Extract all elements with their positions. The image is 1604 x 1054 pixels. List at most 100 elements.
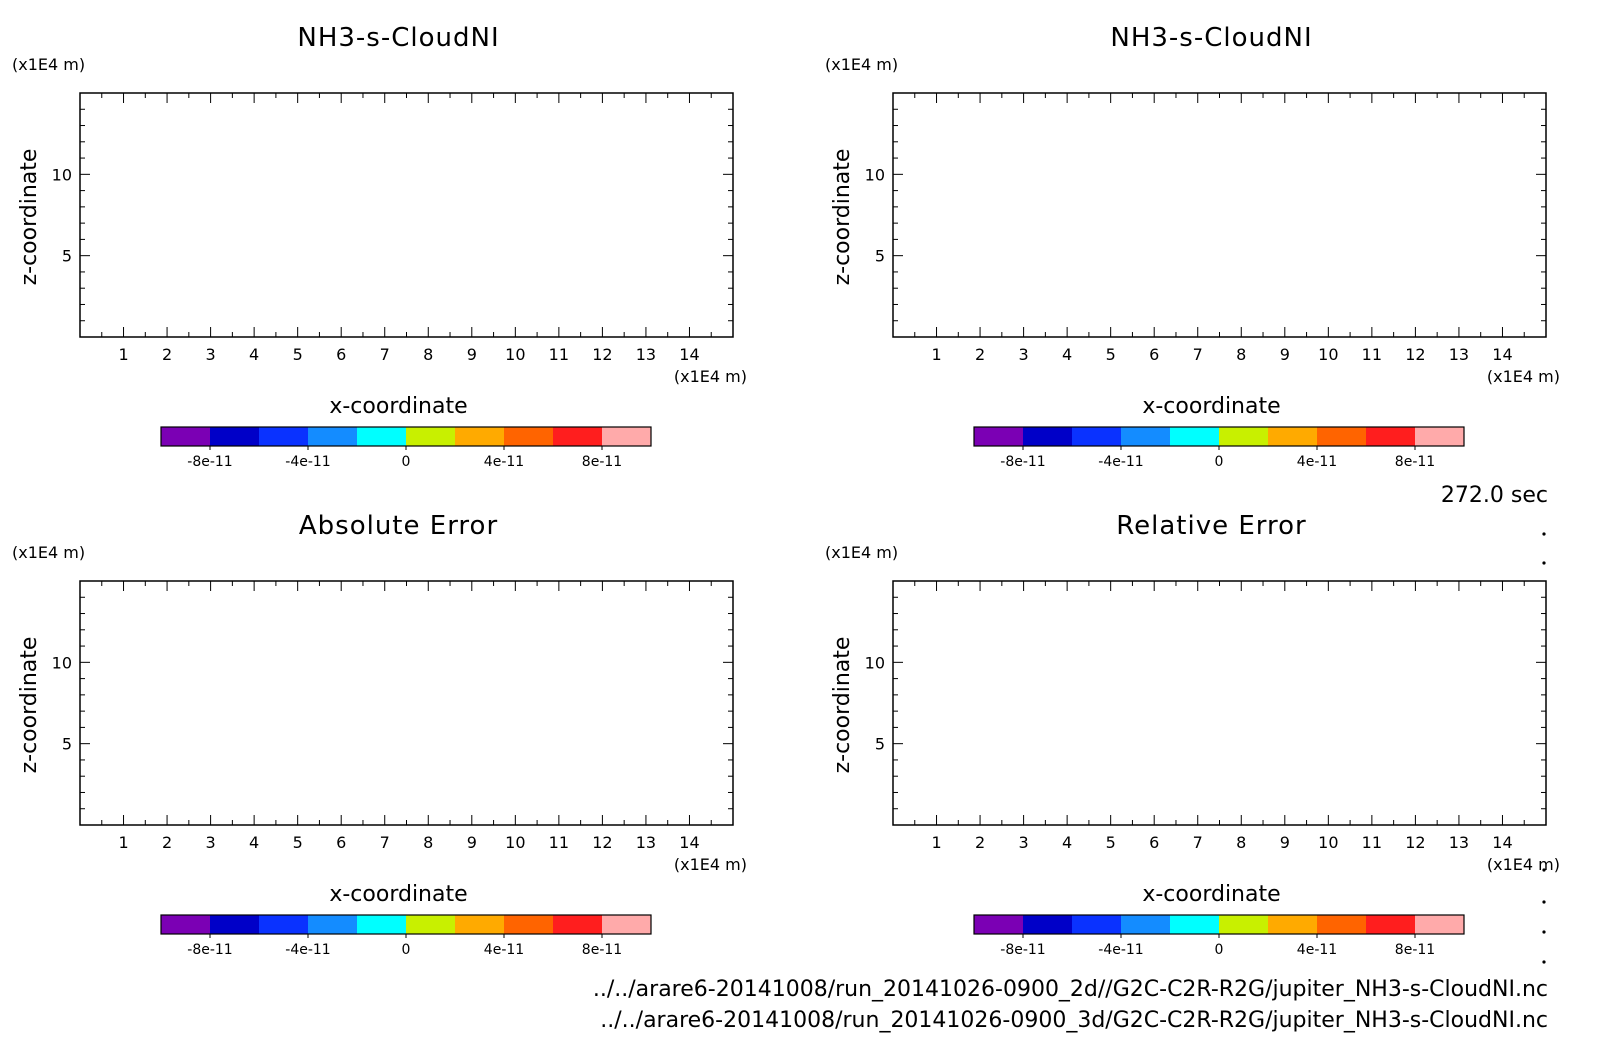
panel-1: NH3-s-CloudNI(x1E4 m)1 2 3 4 5 6 7 8 9 10 11 12 13 14… [12, 23, 747, 470]
x-tick-label: 4 [249, 833, 259, 852]
x-tick-label: 6 [1149, 345, 1159, 364]
x-tick-label: 4 [249, 345, 259, 364]
colorbar-swatch [602, 915, 651, 934]
colorbar-tick-label: 8e-11 [1395, 942, 1435, 958]
colorbar-tick-label: 8e-11 [582, 942, 622, 958]
x-tick-label: 6 [336, 345, 346, 364]
plot-frame [79, 580, 734, 826]
x-tick-label: 2 [975, 345, 985, 364]
colorbar-swatch [406, 915, 455, 934]
x-tick-label: 7 [1193, 345, 1203, 364]
colorbar-swatch [1219, 427, 1268, 446]
colorbar-swatch [1268, 915, 1317, 934]
colorbar-swatch [357, 427, 406, 446]
chart-title: Relative Error [1116, 511, 1307, 541]
colorbar-swatch [553, 427, 602, 446]
colorbar-swatch [1366, 427, 1415, 446]
x-tick-label: 8 [1236, 833, 1246, 852]
y-tick-label: 10 [52, 165, 72, 184]
colorbar-swatch [1121, 427, 1170, 446]
colorbar-tick-label: -8e-11 [187, 942, 232, 958]
x-tick-label: 7 [380, 345, 390, 364]
dot [1542, 868, 1546, 872]
y-tick-label: 5 [62, 247, 72, 266]
colorbar-tick-label: -8e-11 [1000, 942, 1045, 958]
colorbar-swatch [259, 915, 308, 934]
colorbar-swatch [308, 427, 357, 446]
colorbar-tick-label: -8e-11 [1000, 454, 1045, 470]
y-unit-label: (x1E4 m) [825, 55, 898, 74]
x-tick-label: 4 [1062, 345, 1072, 364]
panel-3: Absolute Error(x1E4 m)1 2 3 4 5 6 7 8 9 10 11 12 13 1… [12, 511, 747, 958]
colorbar-swatch [161, 427, 210, 446]
colorbar-swatch [1023, 427, 1072, 446]
colorbar-swatch [1121, 915, 1170, 934]
x-axis-label: x-coordinate [329, 882, 467, 907]
colorbar-swatch [455, 427, 504, 446]
panel-4: Relative Error(x1E4 m)1 2 3 4 5 6 7 8 9 10 11 12 13 1… [825, 511, 1560, 958]
colorbar-tick-label: -4e-11 [1098, 942, 1143, 958]
dot [1542, 900, 1546, 904]
x-axis-label: x-coordinate [1142, 882, 1280, 907]
colorbar-swatch [1366, 915, 1415, 934]
x-unit-label: (x1E4 m) [674, 855, 747, 874]
x-tick-label: 8 [423, 833, 433, 852]
plot-frame [892, 580, 1547, 826]
colorbar-swatch [455, 915, 504, 934]
colorbar-swatch [504, 427, 553, 446]
colorbar: -8e-11 -4e-11 0 4e-11 8e-11 [160, 426, 652, 470]
x-tick-label: 5 [1106, 345, 1116, 364]
x-tick-label: 5 [293, 345, 303, 364]
colorbar-swatch [161, 915, 210, 934]
x-tick-label: 4 [1062, 833, 1072, 852]
x-unit-label: (x1E4 m) [1487, 367, 1560, 386]
y-unit-label: (x1E4 m) [12, 55, 85, 74]
x-tick-label: 8 [1236, 345, 1246, 364]
colorbar-swatch [1072, 427, 1121, 446]
x-tick-label: 9 [467, 833, 477, 852]
x-tick-label: 10 [1318, 345, 1338, 364]
colorbar-swatch [602, 427, 651, 446]
colorbar-swatch [406, 427, 455, 446]
x-tick-label: 5 [1106, 833, 1116, 852]
x-tick-label: 3 [206, 833, 216, 852]
panels: NH3-s-CloudNI(x1E4 m)1 2 3 4 5 6 7 8 9 10 11 12 13 14… [12, 23, 1560, 958]
colorbar-swatch [1415, 427, 1464, 446]
file-path-3d: ../../arare6-20141008/run_20141026-0900_… [600, 1008, 1548, 1033]
x-tick-label: 11 [549, 833, 569, 852]
colorbar-tick-label: -4e-11 [285, 942, 330, 958]
x-tick-label: 8 [423, 345, 433, 364]
colorbar-swatch [308, 915, 357, 934]
colorbar-tick-label: -4e-11 [285, 454, 330, 470]
colorbar-tick-label: 4e-11 [484, 942, 524, 958]
x-tick-label: 11 [1362, 345, 1382, 364]
x-tick-label: 12 [592, 833, 612, 852]
y-tick-label: 5 [875, 247, 885, 266]
x-tick-label: 2 [162, 833, 172, 852]
x-tick-label: 13 [1449, 345, 1469, 364]
x-tick-label: 11 [549, 345, 569, 364]
x-tick-label: 12 [1405, 833, 1425, 852]
colorbar-tick-label: 0 [402, 942, 411, 958]
colorbar-swatch [1415, 915, 1464, 934]
colorbar-swatch [1170, 427, 1219, 446]
colorbar-swatch [210, 427, 259, 446]
x-tick-label: 14 [1492, 345, 1512, 364]
plot-frame [892, 92, 1547, 338]
y-axis-label: z-coordinate [830, 637, 855, 774]
x-tick-label: 1 [118, 345, 128, 364]
file-path-2d: ../../arare6-20141008/run_20141026-0900_… [593, 977, 1548, 1002]
colorbar: -8e-11 -4e-11 0 4e-11 8e-11 [160, 914, 652, 958]
y-unit-label: (x1E4 m) [12, 543, 85, 562]
plot-frame [79, 92, 734, 338]
x-tick-label: 6 [1149, 833, 1159, 852]
chart-title: NH3-s-CloudNI [297, 23, 499, 53]
x-tick-label: 9 [467, 345, 477, 364]
y-axis-label: z-coordinate [17, 149, 42, 286]
x-tick-label: 10 [505, 345, 525, 364]
colorbar-tick-label: 8e-11 [582, 454, 622, 470]
colorbar-swatch [1268, 427, 1317, 446]
colorbar-tick-label: 4e-11 [484, 454, 524, 470]
colorbar-swatch [974, 915, 1023, 934]
